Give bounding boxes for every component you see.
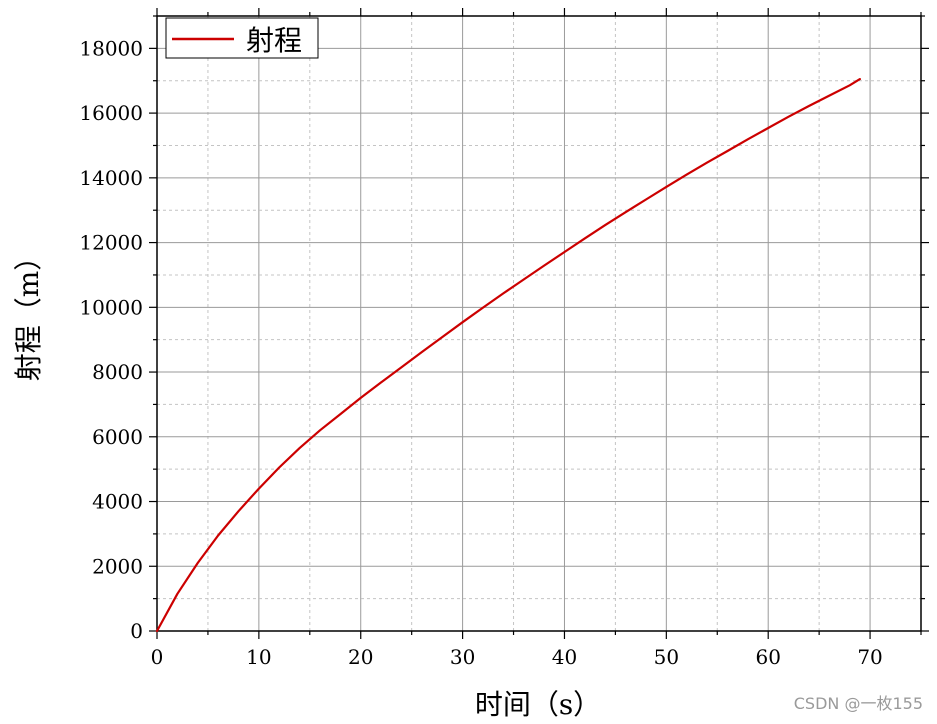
series-layer (155, 77, 862, 633)
x-tick-label: 30 (450, 645, 475, 669)
watermark: CSDN @一枚155 (793, 694, 923, 713)
legend-label: 射程 (246, 24, 302, 57)
y-tick-label: 16000 (79, 101, 143, 125)
y-tick-label: 10000 (79, 295, 143, 319)
y-tick-label: 4000 (92, 490, 143, 514)
y-tick-label: 14000 (79, 166, 143, 190)
series-line (155, 77, 862, 633)
y-tick-label: 8000 (92, 360, 143, 384)
x-axis-title: 时间（s） (475, 688, 601, 721)
x-tick-label: 40 (552, 645, 577, 669)
x-tick-label: 20 (348, 645, 373, 669)
y-tick-label: 12000 (79, 231, 143, 255)
axes (149, 8, 929, 639)
plot-frame (156, 15, 922, 632)
x-tick-label: 0 (151, 645, 164, 669)
x-tick-label: 50 (654, 645, 679, 669)
y-axis-title: 射程（m） (12, 243, 45, 382)
x-tick-label: 70 (857, 645, 882, 669)
grid (157, 16, 921, 631)
x-tick-label: 10 (246, 645, 271, 669)
x-tick-label: 60 (755, 645, 780, 669)
y-tick-label: 18000 (79, 36, 143, 60)
legend: 射程 (165, 17, 319, 59)
y-tick-label: 6000 (92, 425, 143, 449)
y-tick-label: 0 (130, 619, 143, 643)
tick-labels: 0 10 20 30 40 50 60 70 0 2000 4000 6000 8000 10000 120… (79, 36, 882, 669)
y-tick-label: 2000 (92, 554, 143, 578)
